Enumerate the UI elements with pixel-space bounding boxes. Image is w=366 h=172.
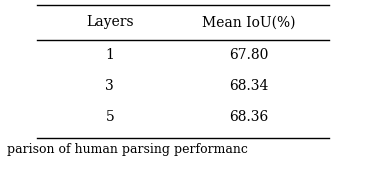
Text: Mean IoU(%): Mean IoU(%) — [202, 15, 296, 29]
Text: 67.80: 67.80 — [229, 48, 269, 62]
Text: 68.34: 68.34 — [229, 79, 269, 93]
Text: 68.36: 68.36 — [229, 110, 269, 124]
Text: 5: 5 — [105, 110, 114, 124]
Text: 1: 1 — [105, 48, 114, 62]
Text: Layers: Layers — [86, 15, 134, 29]
Text: 3: 3 — [105, 79, 114, 93]
Text: parison of human parsing performanc: parison of human parsing performanc — [7, 143, 248, 156]
